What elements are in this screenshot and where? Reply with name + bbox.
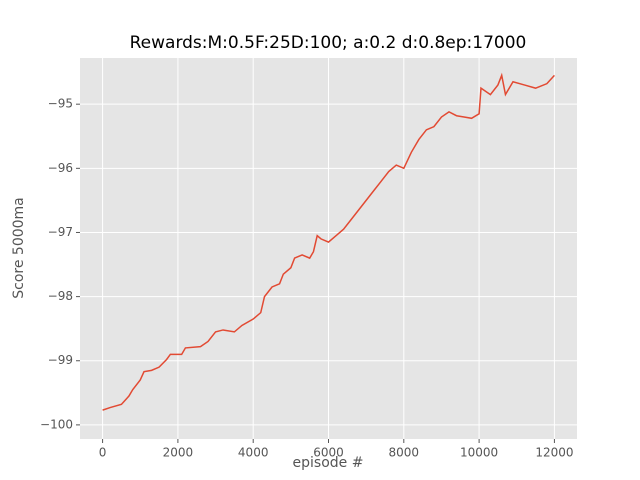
y-axis-label: Score 5000ma — [11, 197, 27, 299]
y-tick-label: −97 — [48, 225, 73, 239]
y-tick-label: −100 — [40, 417, 73, 431]
y-tick-label: −98 — [48, 289, 73, 303]
x-tick-label: 10000 — [460, 446, 498, 460]
y-tick-label: −96 — [48, 161, 73, 175]
x-tick-label: 4000 — [238, 446, 269, 460]
chart-title: Rewards:M:0.5F:25D:100; a:0.2 d:0.8ep:17… — [130, 33, 527, 53]
y-tick-label: −95 — [48, 97, 73, 111]
x-axis-label: episode # — [293, 455, 364, 471]
line-series — [102, 72, 555, 411]
x-tick-label: 8000 — [389, 446, 420, 460]
x-tick-label: 6000 — [313, 446, 344, 460]
x-tick-label: 2000 — [163, 446, 194, 460]
x-tick-label: 0 — [99, 446, 107, 460]
x-tick-label: 12000 — [535, 446, 573, 460]
y-tick-label: −99 — [48, 353, 73, 367]
